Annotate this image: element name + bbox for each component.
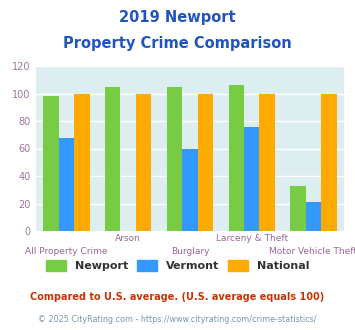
Text: All Property Crime: All Property Crime bbox=[25, 248, 108, 256]
Legend: Newport, Vermont, National: Newport, Vermont, National bbox=[43, 256, 312, 275]
Text: Arson: Arson bbox=[115, 234, 141, 243]
Bar bbox=[105, 86, 120, 231]
Bar bbox=[167, 86, 182, 231]
Text: Property Crime Comparison: Property Crime Comparison bbox=[63, 36, 292, 51]
Text: © 2025 CityRating.com - https://www.cityrating.com/crime-statistics/: © 2025 CityRating.com - https://www.city… bbox=[38, 315, 317, 324]
Text: Compared to U.S. average. (U.S. average equals 100): Compared to U.S. average. (U.S. average … bbox=[31, 292, 324, 302]
Text: 2019 Newport: 2019 Newport bbox=[119, 10, 236, 25]
Bar bbox=[198, 93, 213, 231]
Bar bbox=[229, 85, 244, 231]
Bar bbox=[244, 126, 260, 231]
Bar bbox=[43, 96, 59, 231]
Bar bbox=[59, 138, 74, 231]
Bar bbox=[321, 93, 337, 231]
Bar bbox=[136, 93, 151, 231]
Bar bbox=[306, 202, 321, 231]
Bar bbox=[182, 148, 198, 231]
Text: Motor Vehicle Theft: Motor Vehicle Theft bbox=[269, 248, 355, 256]
Bar bbox=[290, 185, 306, 231]
Bar bbox=[74, 93, 89, 231]
Text: Larceny & Theft: Larceny & Theft bbox=[215, 234, 288, 243]
Bar bbox=[260, 93, 275, 231]
Text: Burglary: Burglary bbox=[171, 248, 209, 256]
